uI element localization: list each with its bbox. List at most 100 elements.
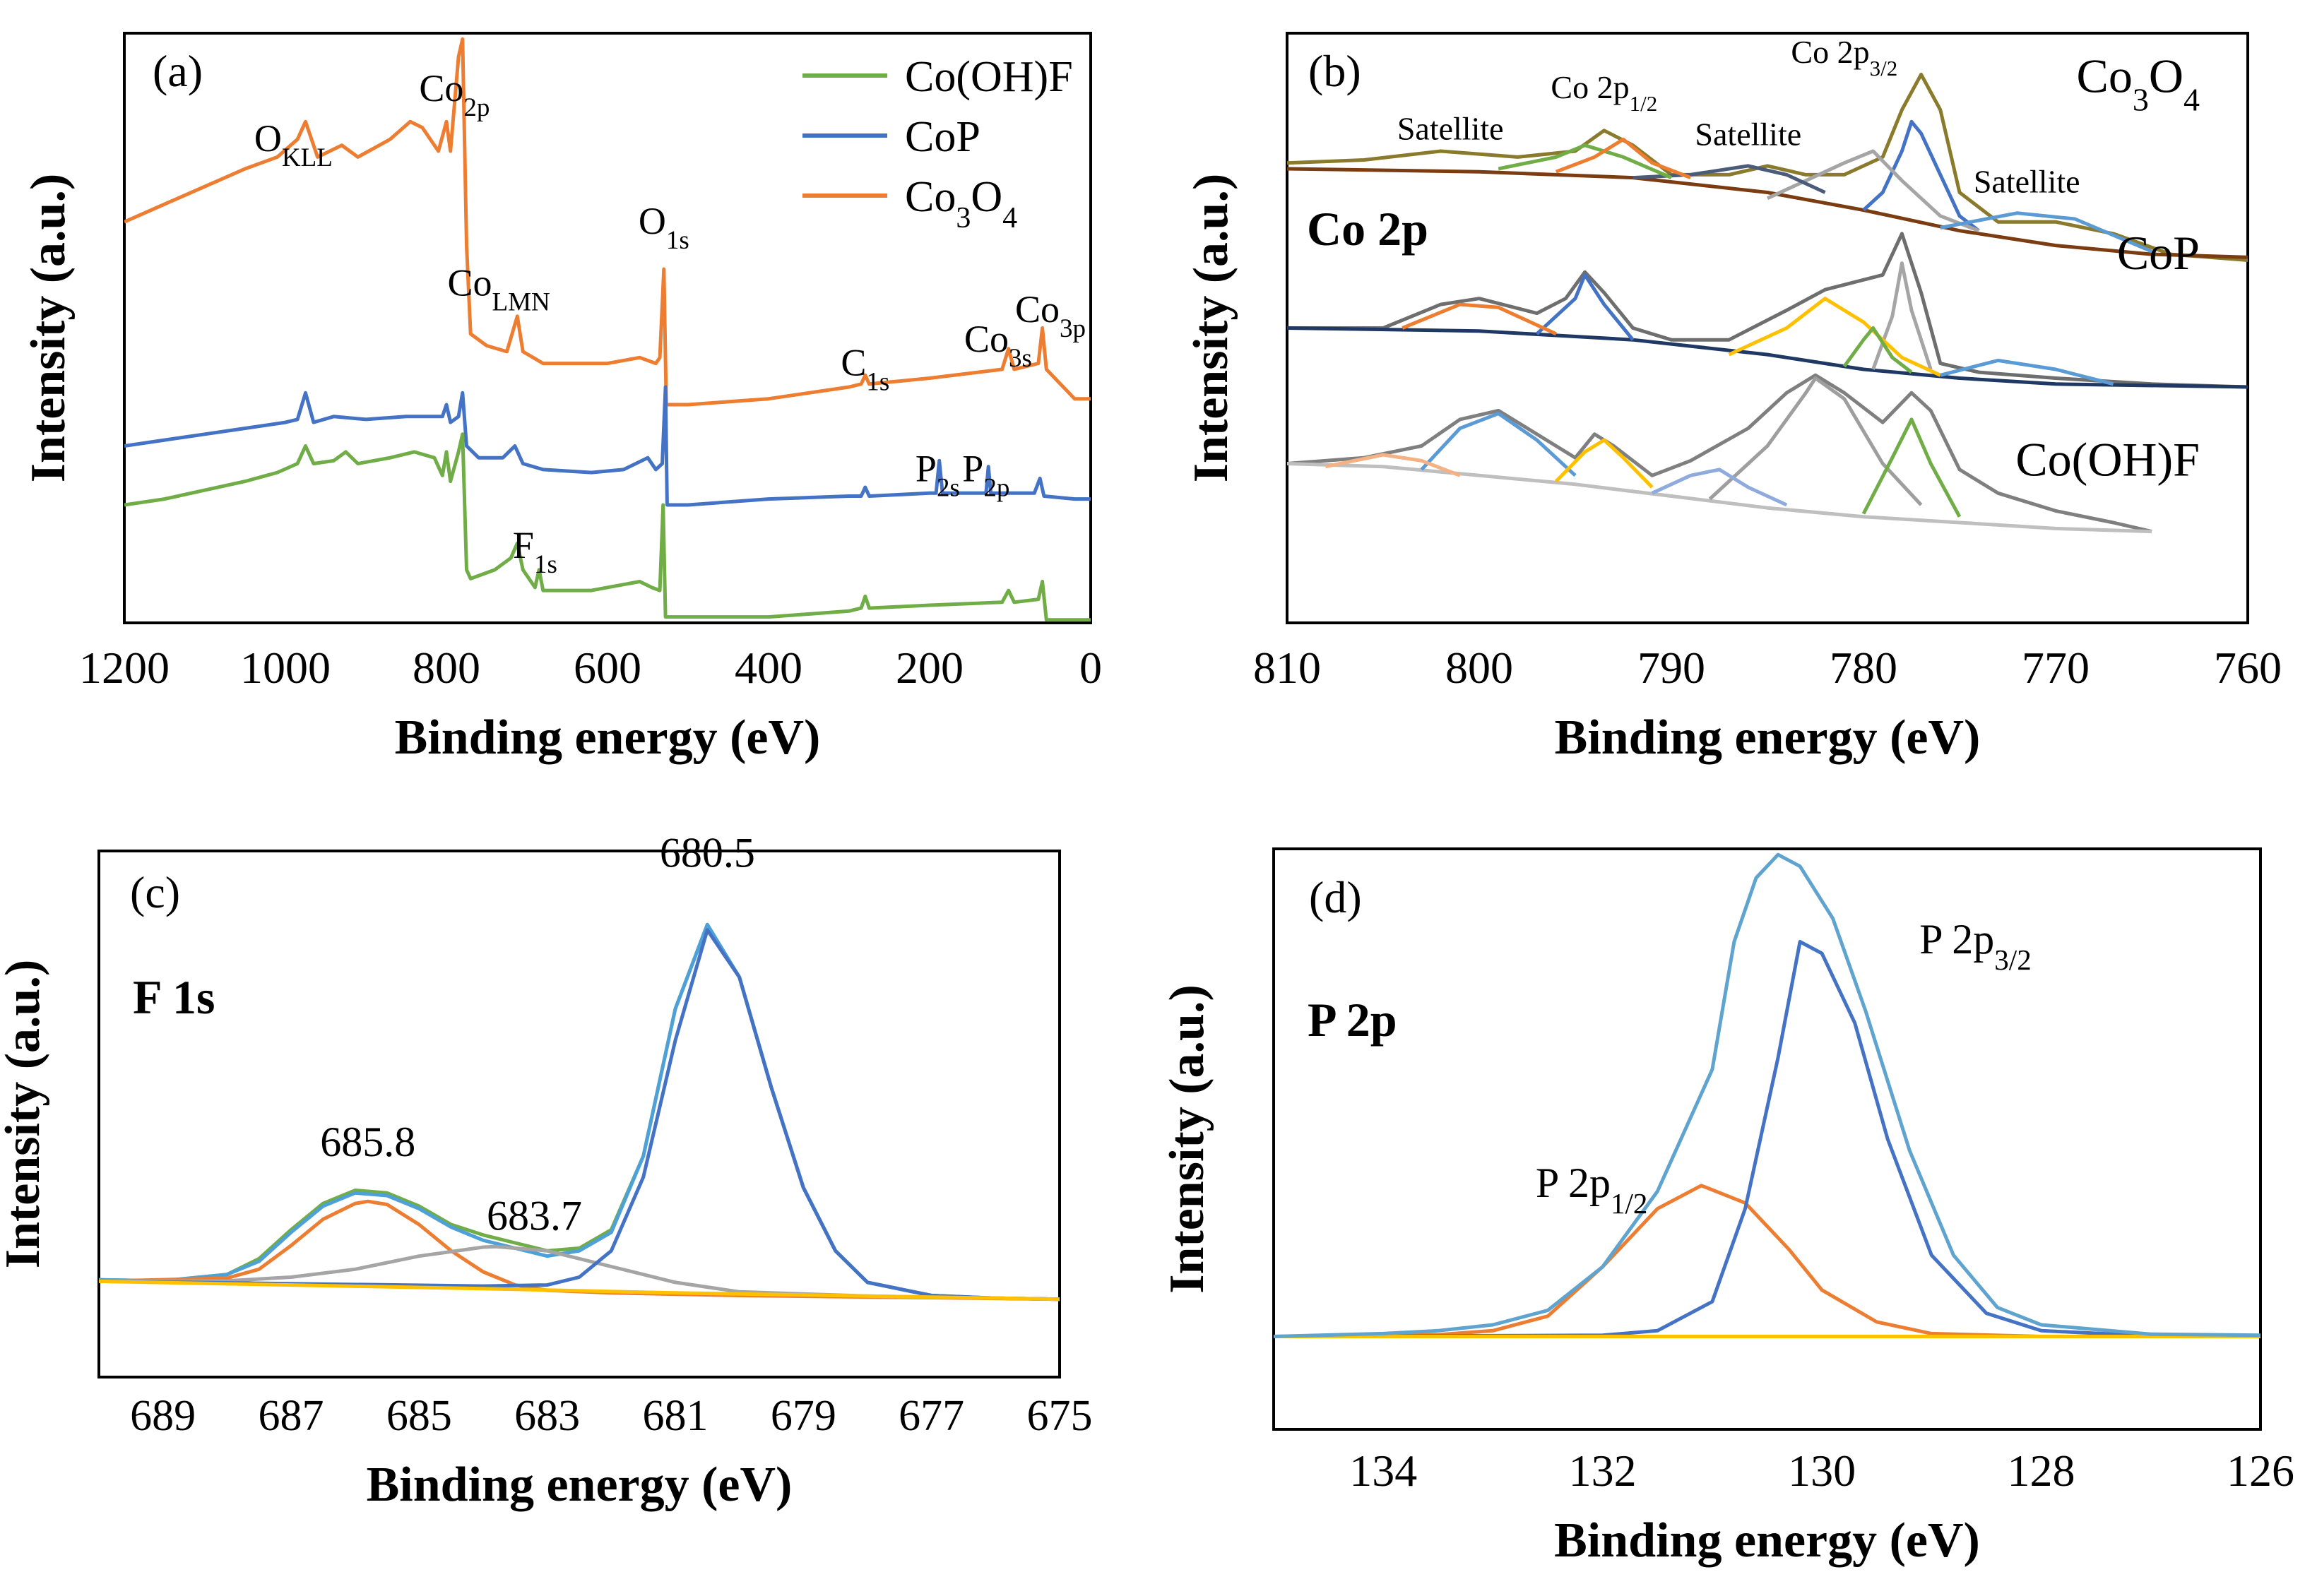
legend-entry-label: Co(OH)F	[905, 53, 1073, 101]
y-axis-title: Intensity (a.u.)	[21, 174, 76, 483]
series-line-cop-background	[1287, 326, 2248, 389]
x-axis-title: Binding energy (eV)	[367, 1458, 793, 1512]
peak-annotation: C1s	[841, 341, 889, 396]
series-line-p-2p1-2-component	[1274, 1184, 2260, 1338]
series-line-co-oh-f	[124, 432, 1091, 622]
series-line-envelope	[1274, 852, 2260, 1338]
series-line-co3o4-peak-1	[1862, 119, 1980, 232]
x-tick-label: 126	[2227, 1446, 2294, 1496]
x-tick-label: 400	[735, 643, 802, 693]
panel-c-f1s-spectrum: 689 687 685 683 681 679 677 675 Binding energy (…	[0, 829, 1093, 1512]
panel-a-survey-spectrum: 1200 1000 800 600 400 200 0 Binding energy (eV)…	[21, 32, 1102, 765]
series-line-co-oh-f-satellite	[1420, 412, 1577, 477]
x-tick-label: 677	[899, 1392, 964, 1440]
series-line-680-5-component	[99, 928, 1060, 1302]
series-line-co3o4-envelope	[1287, 72, 2248, 262]
peak-assignment-label: P 2p1/2	[1536, 1160, 1648, 1220]
x-tick-label: 800	[1445, 643, 1513, 693]
peak-annotation: Co3s	[964, 318, 1032, 373]
plot-frame	[1272, 847, 2262, 1431]
series-line-cop	[124, 385, 1091, 507]
series-line-cop-satellite-2	[1940, 358, 2114, 386]
series-line-co-oh-f-2p1-2	[1555, 438, 1654, 489]
y-axis-title: Intensity (a.u.)	[1160, 984, 1214, 1294]
panel-d-p2p-spectrum: 134 132 130 128 126 Binding energy (eV) Intens…	[1160, 847, 2294, 1568]
x-tick-label: 685	[386, 1392, 452, 1440]
series-line-background	[99, 1279, 1060, 1302]
panel-letter: (d)	[1309, 872, 1362, 922]
sample-label: CoP	[2117, 226, 2200, 280]
sample-label: Co3O4	[2077, 49, 2200, 118]
element-label: P 2p	[1308, 993, 1397, 1047]
peak-annotation: Satellite	[1397, 110, 1504, 146]
peak-annotation: Satellite	[1695, 117, 1801, 153]
peak-annotation: P2p	[962, 448, 1009, 503]
x-tick-label: 600	[574, 643, 641, 693]
series-line-co3o4-satellite-b	[1940, 211, 2152, 254]
series-line-co-oh-f-2p3-2-b	[1861, 417, 1962, 518]
x-tick-label: 675	[1027, 1392, 1093, 1440]
x-tick-label: 800	[413, 643, 480, 693]
x-tick-label: 770	[2022, 643, 2090, 693]
x-tick-label: 681	[643, 1392, 709, 1440]
x-tick-label: 200	[896, 643, 964, 693]
x-tick-label: 1000	[240, 643, 331, 693]
series-line-co-oh-f-main	[1708, 376, 1923, 506]
peak-annotation: Co 2p1/2	[1551, 69, 1657, 116]
peak-assignment-label: P 2p3/2	[1919, 916, 2032, 976]
x-axis-title: Binding energy (eV)	[1554, 1513, 1980, 1568]
peak-annotation: F1s	[513, 524, 557, 579]
peak-annotation: OKLL	[254, 117, 333, 172]
series-line-cop-2p3-2-c	[1842, 326, 1913, 374]
peak-annotation: Co3p	[1015, 288, 1086, 343]
series-line-cop-2p1-2	[1535, 273, 1635, 341]
x-axis-title: Binding energy (eV)	[1555, 710, 1981, 765]
x-tick-label: 683	[514, 1392, 580, 1440]
peak-annotation: Co2p	[419, 67, 490, 122]
element-label: F 1s	[133, 970, 215, 1024]
legend-entry-label: Co3O4	[905, 173, 1017, 234]
peak-annotation: Co 2p3/2	[1791, 34, 1897, 81]
element-label: Co 2p	[1307, 202, 1428, 256]
peak-position-label: 680.5	[660, 829, 755, 876]
series-line-co-oh-f-envelope	[1287, 373, 2152, 534]
series-line-co3o4-2p1-2-b	[1555, 137, 1692, 179]
plot-frame	[123, 32, 1092, 624]
series-line-co3o4-peak-2	[1766, 149, 1980, 233]
x-tick-label: 1200	[79, 643, 170, 693]
series-line-cop-2p3-2-main	[1871, 261, 1933, 370]
x-tick-label: 689	[130, 1392, 196, 1440]
x-tick-label: 679	[771, 1392, 836, 1440]
series-line-co3o4-2p1-2-a	[1498, 143, 1672, 179]
plot-frame	[97, 850, 1061, 1378]
peak-position-label: 683.7	[487, 1192, 582, 1239]
x-tick-label: 780	[1830, 643, 1897, 693]
peak-annotation: O1s	[639, 200, 689, 255]
panel-letter: (c)	[130, 867, 180, 917]
panel-b-co2p-spectrum: 810 800 790 780 770 760 Binding energy (eV) Int…	[1184, 32, 2282, 765]
y-axis-title: Intensity (a.u.)	[0, 960, 50, 1269]
x-tick-label: 687	[259, 1392, 324, 1440]
x-tick-label: 130	[1788, 1446, 1856, 1496]
series-line-co3o4	[124, 37, 1091, 407]
series-line-co-oh-f-sat-2	[1651, 468, 1788, 507]
series-line-cop-2p3-2-b	[1728, 297, 1941, 377]
x-axis-title: Binding energy (eV)	[395, 710, 821, 765]
peak-annotation: CoLMN	[447, 262, 550, 317]
x-tick-label: 134	[1349, 1446, 1417, 1496]
series-line-co3o4-satellite-a	[1633, 164, 1826, 194]
x-tick-label: 810	[1253, 643, 1321, 693]
series-line-co-oh-f-sat-3	[1325, 453, 1461, 477]
peak-annotation: Satellite	[1974, 163, 2080, 199]
series-line-co-oh-f-background	[1287, 462, 2152, 534]
series-line-p-2p3-2-component	[1274, 940, 2260, 1338]
x-tick-label: 128	[2008, 1446, 2075, 1496]
sample-label: Co(OH)F	[2015, 432, 2200, 486]
peak-position-label: 685.8	[320, 1119, 415, 1165]
x-tick-label: 760	[2214, 643, 2282, 693]
peak-annotation: P2s	[916, 448, 960, 503]
legend-entry-label: CoP	[905, 113, 980, 161]
y-axis-title: Intensity (a.u.)	[1184, 174, 1238, 483]
series-line-683-7-component	[99, 1244, 1060, 1302]
